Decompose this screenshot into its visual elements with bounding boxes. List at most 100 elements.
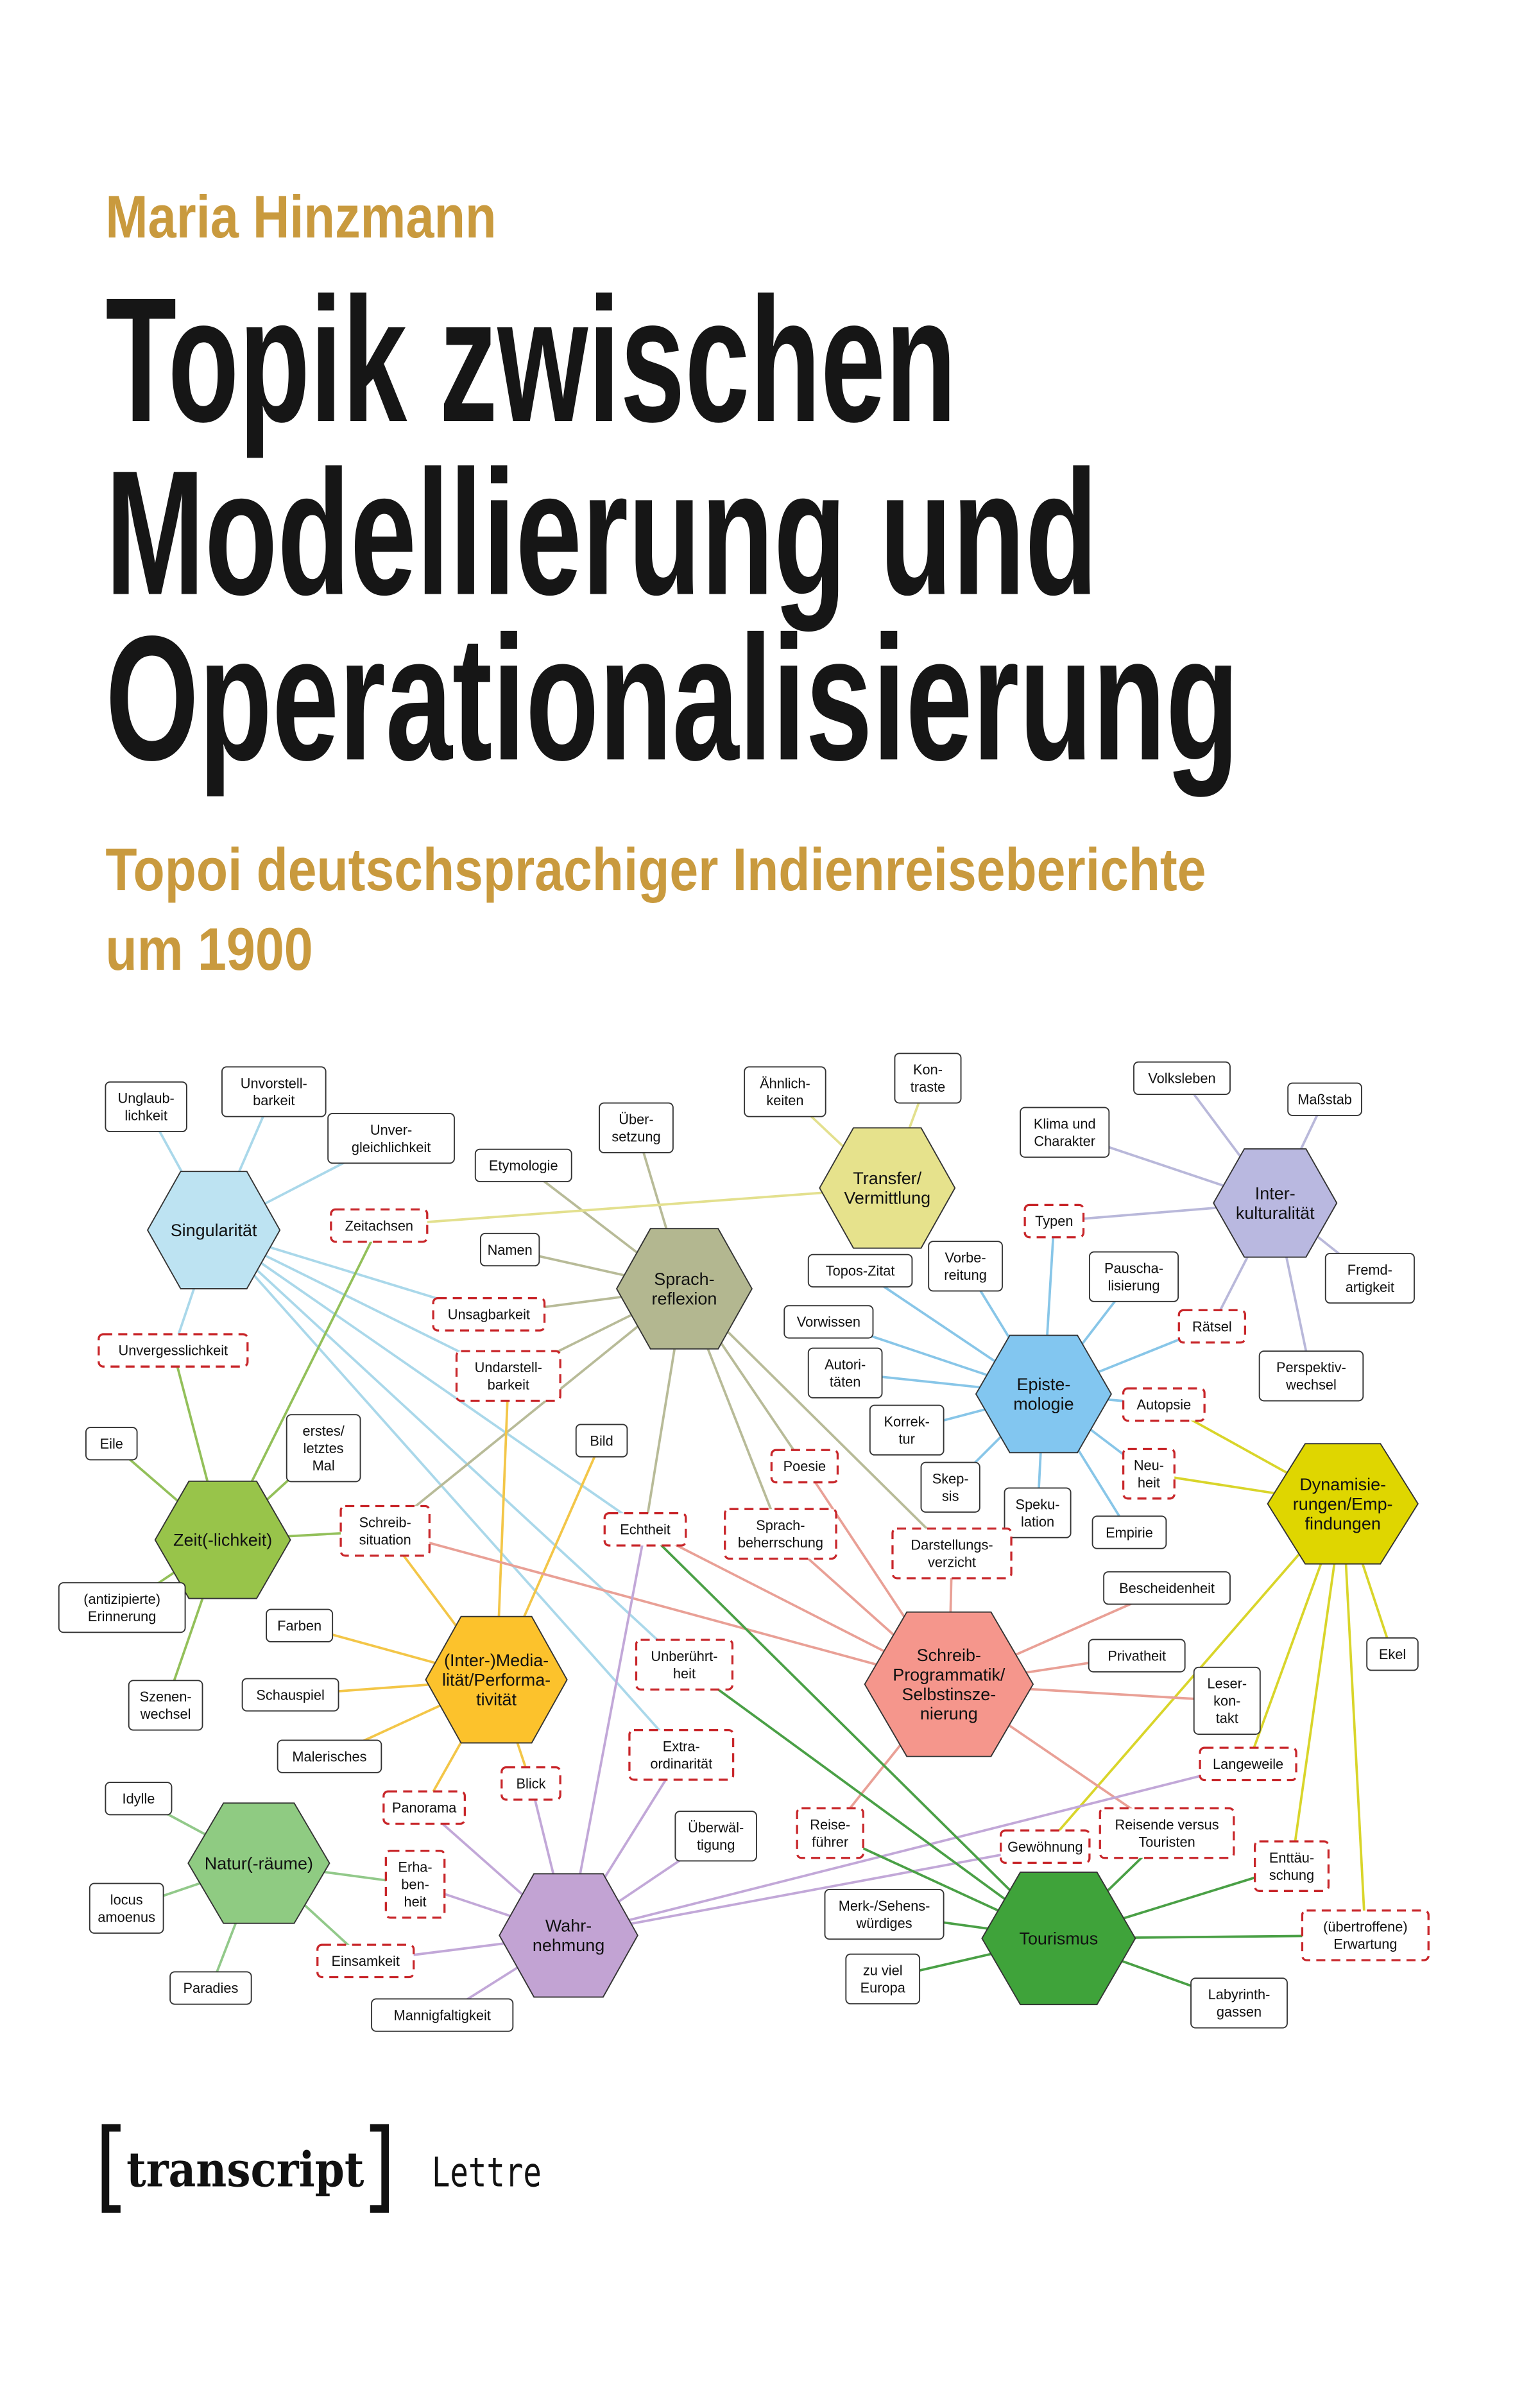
topic-neu: Neu-heit bbox=[1122, 1447, 1176, 1500]
topic-box bbox=[1020, 1106, 1110, 1158]
edge-sprach-schrsit bbox=[384, 1287, 685, 1532]
topic-label: artigkeit bbox=[1346, 1279, 1394, 1295]
topic-box bbox=[474, 1148, 572, 1182]
topic-label: Korrek- bbox=[884, 1413, 930, 1429]
topic-unglaub: Unglaub-lichkeit bbox=[105, 1081, 187, 1133]
topic-label: Skep- bbox=[932, 1470, 969, 1486]
topic-label: Sprach- bbox=[756, 1517, 805, 1533]
topic-erstes: erstes/letztes Mal bbox=[286, 1414, 361, 1483]
edge-tour-echt bbox=[644, 1528, 1060, 1940]
topic-label: Farben bbox=[277, 1618, 321, 1634]
topic-label: Merk-/Sehens- bbox=[839, 1898, 930, 1914]
topic-maler: Malerisches bbox=[277, 1739, 382, 1773]
topic-label: beherrschung bbox=[738, 1535, 823, 1551]
topic-label: Topos-Zitat bbox=[826, 1263, 895, 1279]
topic-einsam: Einsamkeit bbox=[316, 1943, 415, 1979]
edge-wahr-echt bbox=[567, 1529, 647, 1936]
diagram-topics: Unglaub-lichkeitUnvorstell-barkeitUnver-… bbox=[58, 1053, 1430, 2032]
edge-sing-extra bbox=[212, 1229, 683, 1756]
topic-namen: Namen bbox=[480, 1232, 540, 1267]
topic-box bbox=[85, 1427, 138, 1461]
topic-label: Eile bbox=[100, 1436, 123, 1452]
dashed-topic-box bbox=[330, 1208, 429, 1243]
topic-box bbox=[266, 1608, 334, 1642]
topic-zeitachsen: Zeitachsen bbox=[330, 1208, 429, 1243]
topic-box bbox=[105, 1782, 173, 1816]
topic-box bbox=[1133, 1061, 1231, 1096]
topic-label: Enttäu- bbox=[1269, 1850, 1314, 1866]
edge-trans-zeitachsen bbox=[379, 1187, 887, 1227]
topic-mass: Maßstab bbox=[1287, 1082, 1362, 1116]
edge-tour-unber bbox=[683, 1664, 1059, 1940]
topic-box bbox=[1287, 1082, 1362, 1116]
topic-empirie: Empirie bbox=[1091, 1515, 1167, 1549]
topic-box bbox=[807, 1347, 883, 1399]
dashed-topic-box bbox=[339, 1504, 431, 1557]
topic-label: setzung bbox=[612, 1128, 660, 1144]
topic-eile: Eile bbox=[85, 1427, 138, 1461]
topic-label: ben- bbox=[401, 1877, 429, 1893]
topic-label: Privatheit bbox=[1108, 1648, 1166, 1664]
topic-extra: Extra-ordinarität bbox=[628, 1728, 735, 1781]
topic-label: Namen bbox=[488, 1242, 533, 1258]
topic-typen: Typen bbox=[1023, 1203, 1085, 1239]
topic-aehnl: Ähnlich-keiten bbox=[744, 1066, 826, 1117]
topic-kontr: Kon-traste bbox=[894, 1053, 962, 1104]
topic-label: Schauspiel bbox=[256, 1687, 324, 1703]
topic-label: Rätsel bbox=[1192, 1318, 1232, 1334]
hub-label: reflexion bbox=[652, 1289, 717, 1309]
topic-label: schung bbox=[1269, 1867, 1314, 1883]
subtitle-line-1: Topoi deutschsprachiger Indienreiseberic… bbox=[105, 836, 1206, 903]
topic-label: tigung bbox=[697, 1837, 735, 1853]
topic-label: locus bbox=[110, 1892, 143, 1908]
topic-label: letztes bbox=[304, 1440, 344, 1456]
hub-label: mologie bbox=[1013, 1395, 1074, 1414]
hexagon-shape bbox=[499, 1873, 638, 1998]
hub-label: Transfer/ bbox=[853, 1169, 921, 1188]
dashed-topic-box bbox=[382, 1790, 466, 1825]
edge-sprach-darst bbox=[683, 1287, 953, 1554]
topic-label: Extra- bbox=[663, 1739, 700, 1755]
topic-box bbox=[221, 1066, 327, 1117]
hub-label: Wahr- bbox=[545, 1916, 592, 1936]
topic-label: Neu- bbox=[1134, 1457, 1164, 1473]
topic-label: Schreib- bbox=[359, 1514, 411, 1530]
hub-tour: Tourismus bbox=[981, 1872, 1136, 2006]
hub-label: tivität bbox=[476, 1690, 517, 1709]
topic-label: Bescheidenheit bbox=[1119, 1580, 1215, 1596]
hexagon-shape bbox=[154, 1480, 291, 1599]
topic-label: (antizipierte) bbox=[83, 1591, 160, 1607]
topic-label: Paradies bbox=[183, 1980, 238, 1996]
topic-label: Speku- bbox=[1016, 1496, 1060, 1512]
topic-box bbox=[1258, 1350, 1364, 1402]
dashed-topic-box bbox=[628, 1728, 735, 1781]
topic-schausp: Schauspiel bbox=[241, 1678, 339, 1712]
topic-label: Perspektiv- bbox=[1276, 1359, 1346, 1375]
topic-label: traste bbox=[911, 1079, 945, 1095]
hub-label: Vermittlung bbox=[844, 1189, 930, 1208]
dashed-topic-box bbox=[432, 1296, 546, 1332]
author-name: Maria Hinzmann bbox=[105, 183, 496, 250]
topic-box bbox=[869, 1404, 945, 1456]
dashed-topic-box bbox=[1023, 1203, 1085, 1239]
topic-box bbox=[1190, 1977, 1288, 2029]
topic-label: Pauscha- bbox=[1104, 1260, 1163, 1276]
topic-szenen: Szenen-wechsel bbox=[128, 1680, 203, 1731]
hub-zeit: Zeit(-lichkeit) bbox=[154, 1480, 291, 1599]
dashed-topic-box bbox=[1301, 1909, 1430, 1961]
topic-enttaeu: Enttäu-schung bbox=[1253, 1840, 1330, 1892]
topic-label: Poesie bbox=[783, 1458, 826, 1474]
topic-label: Unsagbarkeit bbox=[448, 1307, 530, 1323]
topic-label: Malerisches bbox=[292, 1748, 366, 1764]
topic-box bbox=[371, 1998, 514, 2032]
dashed-topic-box bbox=[455, 1350, 561, 1402]
left-bracket-icon bbox=[101, 2124, 121, 2213]
dashed-topic-box bbox=[603, 1512, 687, 1547]
topic-fremd: Fremd-artigkeit bbox=[1324, 1252, 1415, 1304]
hub-label: lität/Performa- bbox=[442, 1671, 551, 1690]
topic-parad: Paradies bbox=[169, 1971, 252, 2005]
publisher-logo: transcript Lettre bbox=[101, 2124, 542, 2213]
topic-label: Reisende versus bbox=[1115, 1816, 1219, 1832]
hub-label: kulturalität bbox=[1236, 1203, 1315, 1223]
topic-label: Idylle bbox=[123, 1791, 155, 1807]
